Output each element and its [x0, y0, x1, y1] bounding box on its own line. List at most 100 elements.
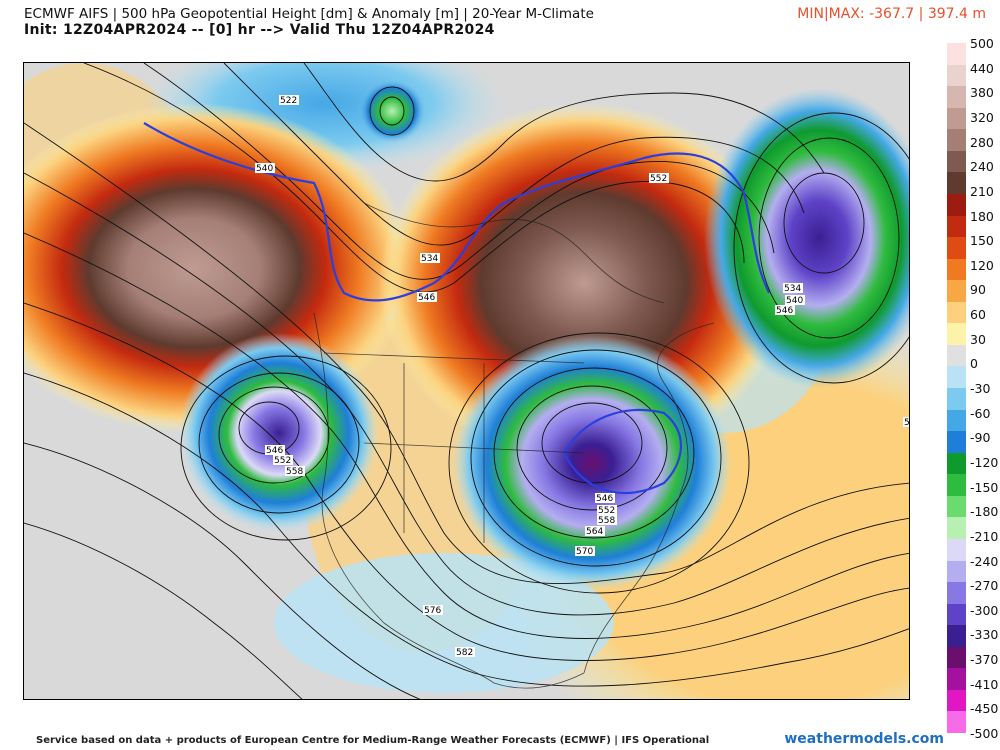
contour-label-bg [785, 295, 805, 305]
colorbar-tick-label: 240 [970, 159, 994, 175]
colorbar-cell [947, 646, 966, 669]
colorbar-cell [947, 452, 966, 475]
colorbar-tick-label: -270 [970, 578, 999, 594]
colorbar-tick-label: 500 [970, 36, 994, 51]
contour-label-bg [783, 283, 803, 293]
contour-label-bg [775, 305, 795, 315]
low-california [179, 333, 379, 533]
contour-label-bg [285, 466, 305, 476]
colorbar-cell [947, 86, 966, 108]
colorbar-cell [947, 64, 966, 87]
contour-label: 540 [786, 296, 803, 306]
contour-label: 522 [280, 96, 297, 106]
colorbar-cell [947, 474, 966, 496]
colorbar-tick-label: 440 [970, 60, 994, 76]
colorbar-cell [947, 582, 966, 604]
contour-label-bg [903, 417, 909, 427]
colorbar-cell [947, 560, 966, 583]
contour-label-bg [455, 647, 475, 657]
colorbar-cell [947, 215, 966, 238]
colorbar-cell [947, 301, 966, 324]
contour-label-bg [649, 173, 669, 183]
colorbar-tick-label: 320 [970, 109, 994, 125]
brand-link[interactable]: weathermodels.com [784, 731, 944, 747]
contour-label-bg [255, 163, 275, 173]
colorbar-cell [947, 150, 966, 173]
colorbar-cell [947, 495, 966, 518]
colorbar-tick-label: -150 [970, 479, 999, 495]
contour-label: 564 [586, 527, 603, 537]
colorbar-tick-label: 90 [970, 282, 986, 298]
contour-label: 58 [904, 418, 910, 428]
colorbar-cell [947, 431, 966, 453]
contour-label: 534 [421, 254, 438, 264]
colorbar-cell [947, 280, 966, 302]
contour-label: 540 [256, 164, 273, 174]
colorbar-cell [947, 237, 966, 259]
colorbar-tick-label: -30 [970, 381, 991, 396]
contour-label-bg [595, 493, 615, 503]
colorbar-tick-label: -90 [970, 430, 991, 446]
contour-label: 558 [598, 516, 615, 526]
contour-label-bg [417, 292, 437, 302]
contour-label: 576 [424, 606, 441, 616]
colorbar-cell [947, 388, 966, 410]
colorbar-tick-label: -120 [970, 454, 999, 470]
colorbar-tick-label: 150 [970, 233, 994, 249]
map-canvas: 5225405345465525345405465465525585465525… [24, 63, 910, 699]
weather-map[interactable]: 522 540 534 546 552 534 540 546 546 552 558 546 552 5… [23, 62, 910, 700]
colorbar-tick-label: -370 [970, 652, 999, 668]
colorbar-tick-label: -210 [970, 528, 999, 544]
anomaly-colorbar [947, 43, 966, 733]
contour-label-bg [597, 515, 617, 525]
contour-label: 552 [598, 506, 615, 516]
low-north-atlantic [704, 88, 909, 388]
contour-label: 546 [776, 306, 793, 316]
contour-label: 552 [650, 174, 667, 184]
cold-anomaly-mexico [274, 553, 614, 693]
low-arctic-small [358, 79, 426, 143]
colorbar-tick-label: -180 [970, 504, 999, 520]
colorbar-cell [947, 603, 966, 626]
contour-label: 534 [784, 284, 801, 294]
colorbar-tick-label: -300 [970, 602, 999, 618]
colorbar-cell [947, 517, 966, 539]
colorbar-tick-label: -240 [970, 553, 999, 569]
contour-label: 546 [596, 494, 613, 504]
colorbar-cell [947, 43, 966, 65]
contour-label: 570 [576, 547, 593, 557]
colorbar-tick-label: 280 [970, 134, 994, 150]
contour-labels: 5225405345465525345405465465525585465525… [255, 95, 910, 658]
colorbar-tick-label: -60 [970, 405, 991, 421]
low-eastern-us [452, 335, 732, 591]
colorbar-cell [947, 538, 966, 561]
colorbar-tick-label: 120 [970, 257, 994, 273]
min-max-readout: MIN|MAX: -367.7 | 397.4 m [797, 6, 986, 22]
colorbar-cell [947, 323, 966, 345]
colorbar-cell [947, 172, 966, 194]
colorbar-cell [947, 344, 966, 367]
contour-label-bg [597, 505, 617, 515]
coastlines [313, 202, 715, 689]
contour-label: 546 [266, 446, 283, 456]
colorbar-tick-label: 180 [970, 208, 994, 224]
contour-label-bg [265, 445, 285, 455]
colorbar-tick-label: -410 [970, 676, 999, 692]
map-subtitle: Init: 12Z04APR2024 -- [0] hr --> Valid T… [24, 22, 495, 38]
colorbar-cell [947, 689, 966, 712]
colorbar-cell [947, 129, 966, 151]
colorbar-tick-label: 60 [970, 307, 986, 323]
colorbar-cell [947, 409, 966, 432]
colorbar-cell [947, 258, 966, 281]
contour-label: 558 [286, 467, 303, 477]
colorbar-tick-label: -500 [970, 726, 999, 741]
colorbar-tick-label: -330 [970, 627, 999, 643]
colorbar-cell [947, 668, 966, 690]
colorbar-tick-label: -450 [970, 701, 999, 717]
contour-label: 546 [418, 293, 435, 303]
contour-label-bg [273, 455, 293, 465]
contour-label-bg [420, 253, 440, 263]
contour-label-bg [585, 526, 605, 536]
contour-label-bg [423, 605, 443, 615]
colorbar-tick-label: 380 [970, 85, 994, 101]
